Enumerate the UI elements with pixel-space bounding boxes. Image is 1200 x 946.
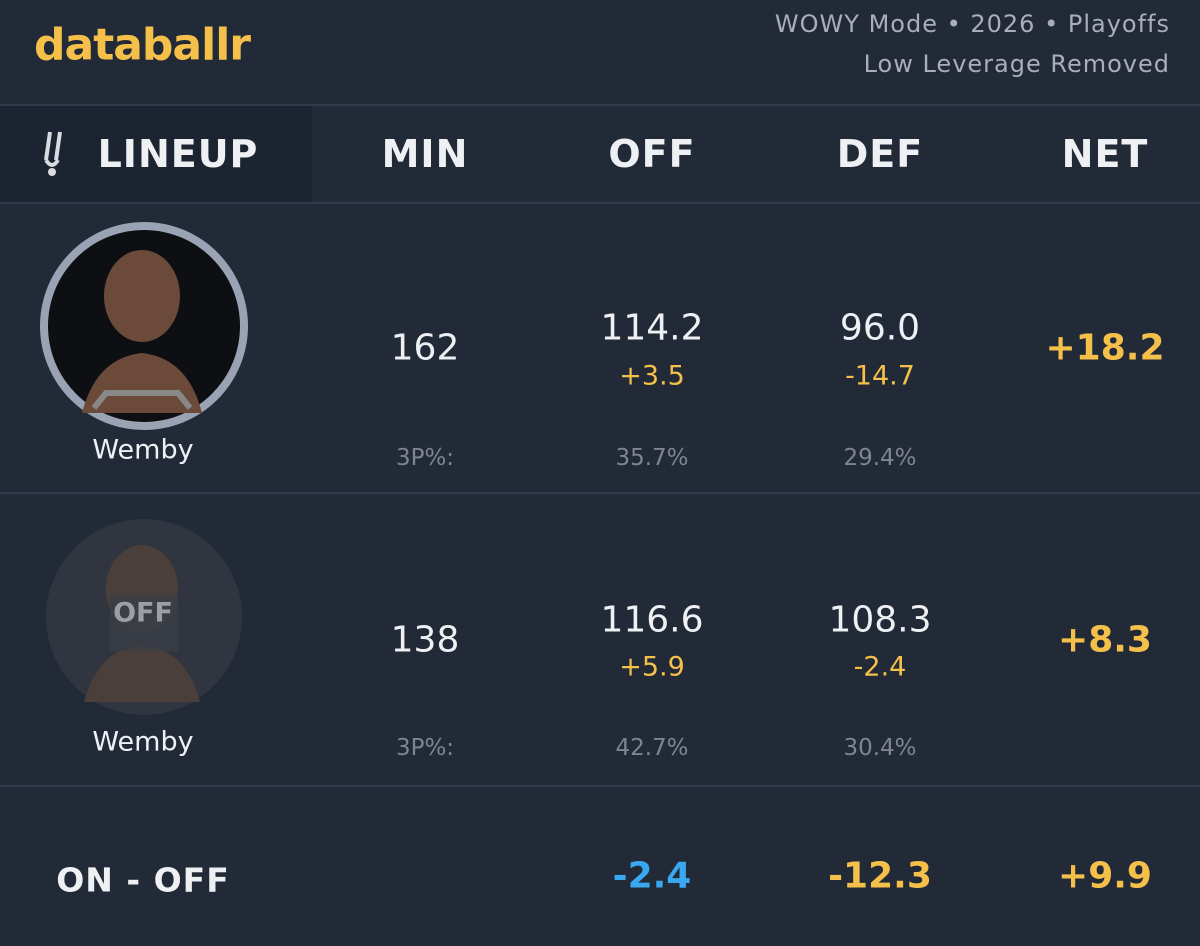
player-name: Wemby (92, 726, 194, 758)
divider (0, 785, 1200, 787)
off-overlay: OFF (113, 597, 173, 629)
min-value: 138 (390, 619, 460, 661)
logo: databallr (34, 19, 251, 71)
def-value: 108.3 (828, 599, 932, 641)
def-diff: -2.4 (853, 651, 907, 683)
player-name: Wemby (92, 434, 194, 466)
column-header: NET (1061, 132, 1149, 176)
def-3p: 30.4% (843, 735, 917, 761)
summary-net: +9.9 (1058, 855, 1152, 897)
summary-label: ON - OFF (56, 860, 230, 900)
net-value: +8.3 (1058, 619, 1152, 661)
divider (0, 202, 1200, 204)
def-diff: -14.7 (845, 360, 915, 392)
column-header: OFF (608, 132, 696, 176)
net-value: +18.2 (1045, 327, 1165, 369)
column-header: DEF (836, 132, 924, 176)
off-3p: 35.7% (615, 445, 689, 471)
header-info: Low Leverage Removed (863, 50, 1170, 78)
def-value: 96.0 (839, 307, 921, 349)
def-3p: 29.4% (843, 445, 917, 471)
off-diff: +5.9 (619, 651, 685, 683)
team-icon (44, 131, 62, 176)
player-avatar (40, 222, 248, 430)
column-header: MIN (381, 132, 469, 176)
header-info: WOWY Mode • 2026 • Playoffs (774, 10, 1170, 38)
off-value: 116.6 (600, 599, 704, 641)
player-avatar (46, 519, 242, 715)
summary-def: -12.3 (828, 855, 932, 897)
column-header: LINEUP (97, 132, 259, 176)
divider (0, 492, 1200, 494)
lineup-header-cell (0, 106, 312, 202)
three-label: 3P%: (395, 735, 455, 761)
off-diff: +3.5 (619, 360, 685, 392)
three-label: 3P%: (395, 445, 455, 471)
summary-off: -2.4 (612, 855, 692, 897)
min-value: 162 (390, 327, 460, 369)
divider (0, 104, 1200, 106)
off-3p: 42.7% (615, 735, 689, 761)
off-value: 114.2 (600, 307, 704, 349)
